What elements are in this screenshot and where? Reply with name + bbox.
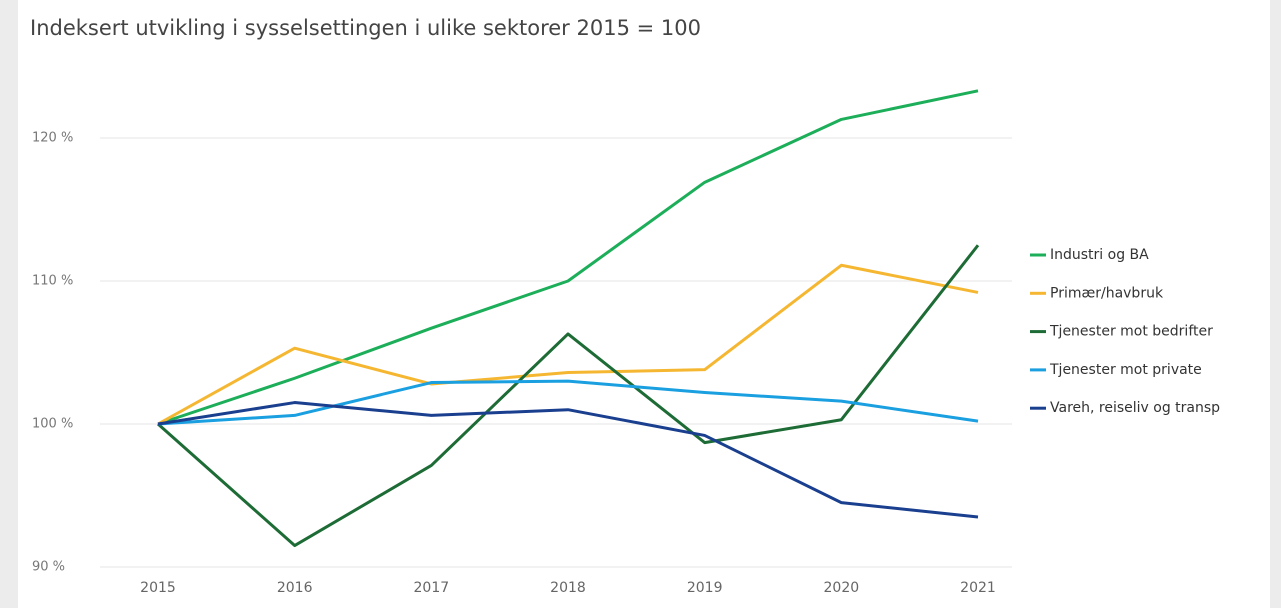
x-tick-label: 2016	[277, 580, 313, 596]
legend-label: Primær/havbruk	[1050, 285, 1164, 301]
x-tick-label: 2015	[140, 580, 176, 596]
series-line	[157, 89, 979, 426]
x-tick-label: 2021	[960, 580, 996, 596]
y-tick-label: 120 %	[32, 131, 73, 146]
legend-label: Industri og BA	[1050, 247, 1149, 263]
legend-label: Tjenester mot bedrifter	[1049, 324, 1213, 340]
series-line	[157, 379, 979, 426]
series-line	[157, 263, 979, 426]
x-tick-label: 2018	[550, 580, 586, 596]
y-tick-label: 110 %	[32, 274, 73, 289]
legend-label: Vareh, reiseliv og transp	[1050, 400, 1220, 416]
series-line	[157, 401, 979, 519]
chart-title: Indeksert utvikling i sysselsettingen i …	[30, 16, 701, 40]
chart-background	[18, 0, 1270, 608]
x-tick-label: 2017	[414, 580, 450, 596]
x-tick-label: 2020	[824, 580, 860, 596]
series-line	[157, 244, 980, 548]
x-tick-label: 2019	[687, 580, 723, 596]
y-tick-label: 100 %	[32, 417, 73, 432]
legend-label: Tjenester mot private	[1049, 362, 1202, 378]
y-tick-label: 90 %	[32, 560, 65, 575]
